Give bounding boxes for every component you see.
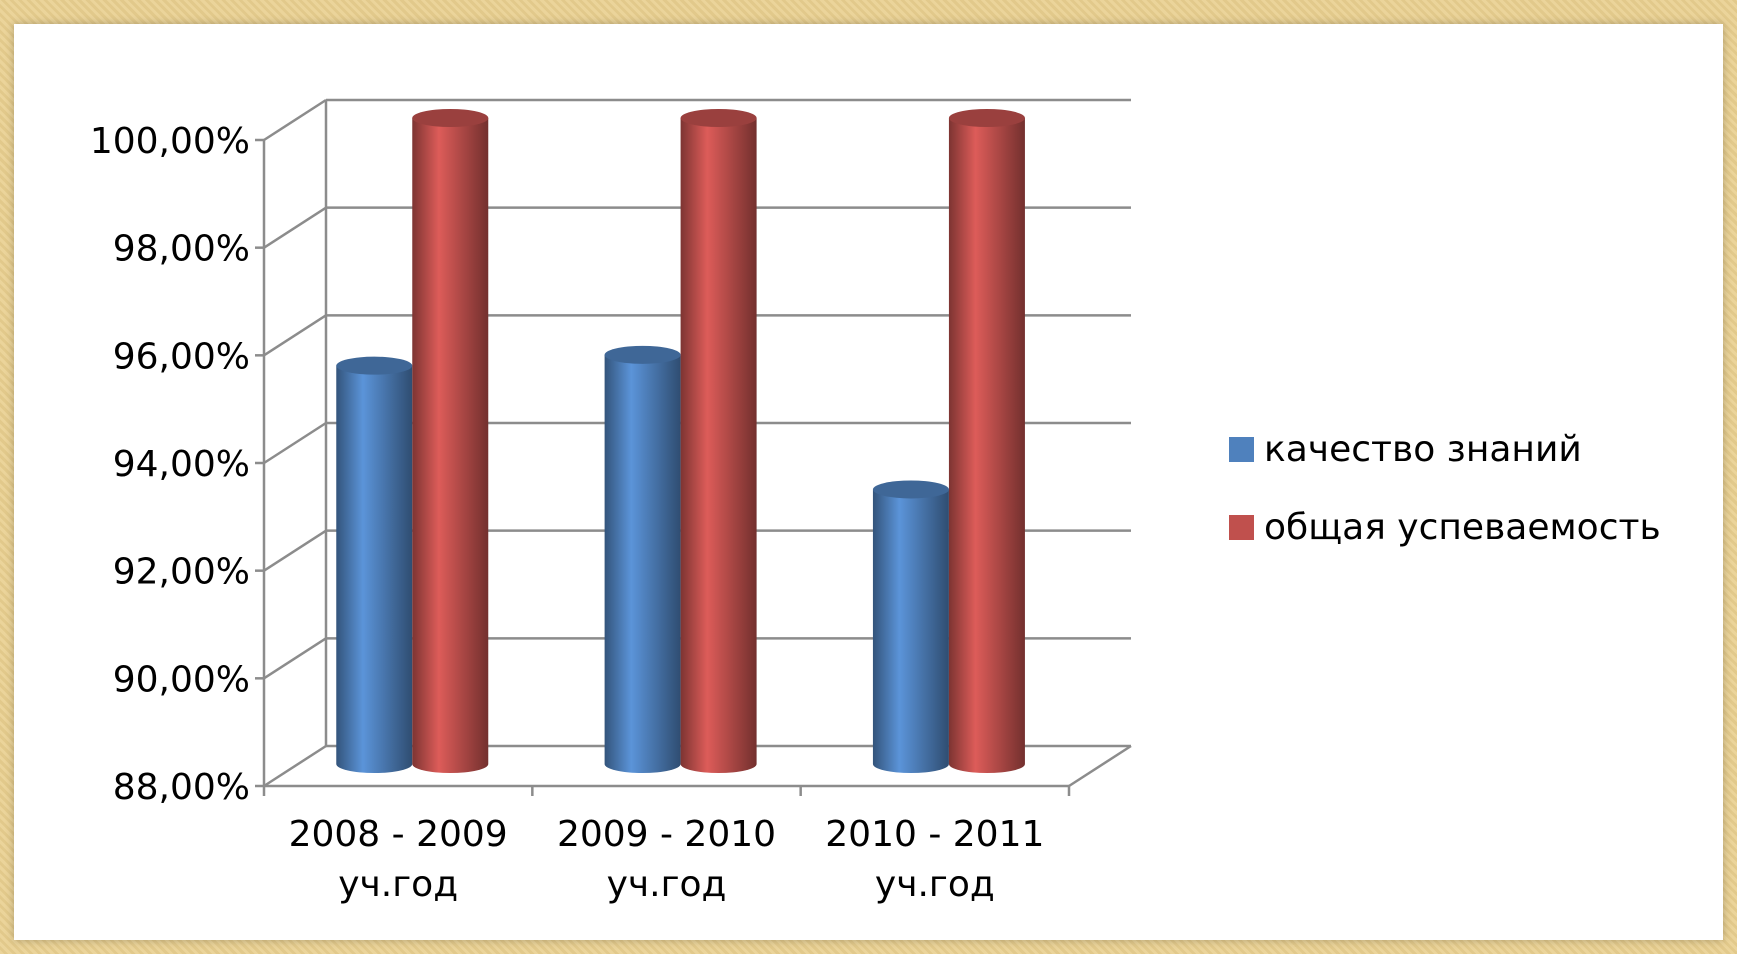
quality-bar-1-top bbox=[336, 356, 413, 375]
quality-bar-2-top bbox=[604, 345, 681, 364]
legend-item-performance: общая успеваемость bbox=[1229, 506, 1661, 548]
side-gridline bbox=[263, 744, 327, 788]
performance-bar-3-top bbox=[948, 109, 1025, 127]
legend-swatch-performance bbox=[1229, 514, 1254, 540]
performance-bar-1-top bbox=[412, 109, 489, 127]
y-tick-label: 92,00% bbox=[113, 552, 250, 593]
performance-bar-2-top bbox=[680, 109, 757, 127]
x-tick-label: 2009 - 2010 bbox=[557, 814, 776, 855]
performance-bar-3 bbox=[948, 118, 1025, 773]
y-tick-label: 96,00% bbox=[113, 336, 250, 377]
quality-bar-3-top bbox=[872, 480, 949, 499]
floor-right-edge bbox=[1068, 744, 1132, 788]
chart: 88,00% 90,00% 92,00% 94,00% 96,00% 98,00% 100,… bbox=[90, 98, 1132, 905]
x-tick-label: уч.год bbox=[875, 864, 995, 905]
side-gridline bbox=[263, 98, 327, 142]
side-gridline bbox=[263, 529, 327, 572]
y-tick-label: 90,00% bbox=[113, 659, 250, 700]
y-tick-label: 98,00% bbox=[113, 229, 250, 270]
x-tick-label: уч.год bbox=[338, 864, 458, 905]
side-gridline bbox=[263, 206, 327, 249]
performance-bar-2 bbox=[680, 118, 757, 773]
performance-bar-1 bbox=[412, 118, 489, 773]
quality-bar-2 bbox=[604, 354, 681, 773]
side-gridline bbox=[263, 421, 327, 465]
legend-item-quality: качество знаний bbox=[1229, 428, 1661, 470]
legend: качество знаний общая успеваемость bbox=[1229, 429, 1661, 585]
side-gridline bbox=[263, 314, 327, 357]
y-tick-label: 100,00% bbox=[90, 121, 250, 162]
legend-swatch-quality bbox=[1229, 436, 1254, 462]
x-tick-label: 2008 - 2009 bbox=[289, 814, 508, 855]
x-tick-label: 2010 - 2011 bbox=[825, 814, 1044, 855]
quality-bar-1 bbox=[336, 365, 413, 773]
quality-bar-3 bbox=[872, 489, 949, 773]
legend-label-quality: качество знаний bbox=[1264, 428, 1582, 470]
side-gridline bbox=[263, 637, 327, 680]
y-tick-label: 94,00% bbox=[113, 444, 250, 485]
legend-label-performance: общая успеваемость bbox=[1264, 506, 1661, 548]
x-tick-label: уч.год bbox=[607, 864, 727, 905]
slide: 88,00% 90,00% 92,00% 94,00% 96,00% 98,00% 100,… bbox=[14, 24, 1723, 940]
y-tick-label: 88,00% bbox=[113, 767, 250, 808]
